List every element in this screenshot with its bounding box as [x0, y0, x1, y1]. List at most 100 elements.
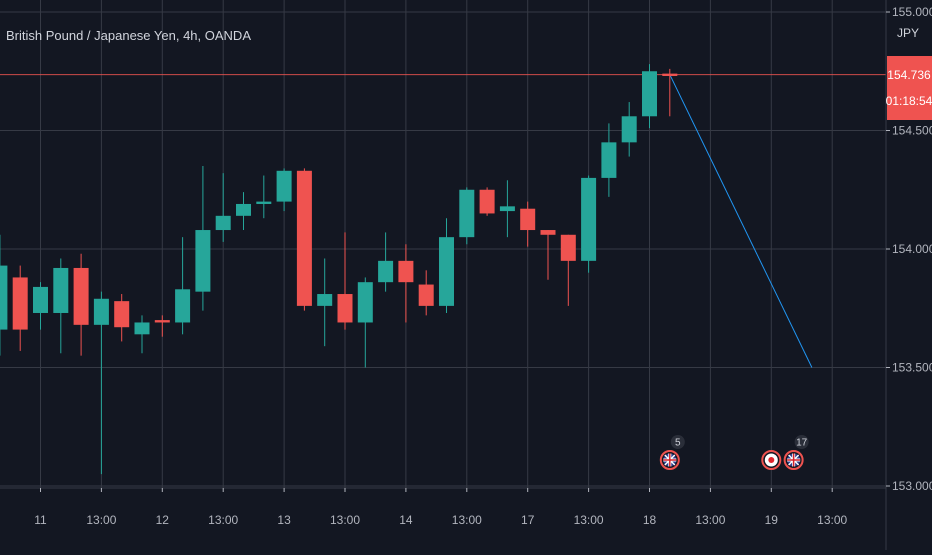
candle[interactable]: [317, 258, 333, 347]
candle-body: [276, 170, 292, 202]
candle[interactable]: [33, 282, 48, 330]
candle-body: [337, 294, 353, 323]
candle-body: [256, 201, 272, 204]
candle[interactable]: [459, 187, 475, 245]
candle[interactable]: [581, 175, 597, 273]
candle[interactable]: [114, 294, 130, 342]
y-tick-label: 155.000: [892, 5, 932, 19]
jpy-event-marker[interactable]: [761, 450, 782, 470]
candle[interactable]: [256, 175, 272, 219]
candle[interactable]: [215, 173, 231, 242]
candle[interactable]: [296, 168, 312, 311]
candle-body: [398, 260, 414, 283]
candle-body: [195, 230, 211, 292]
projection-line-layer: [0, 74, 886, 368]
candle[interactable]: [12, 265, 28, 351]
x-tick-label: 14: [399, 513, 413, 527]
candle[interactable]: [134, 315, 150, 354]
candle-body: [581, 177, 597, 261]
x-tick-label: 13:00: [574, 513, 604, 527]
candle-body: [378, 260, 394, 283]
candle-body: [317, 294, 333, 306]
event-count: 5: [675, 438, 681, 449]
candle[interactable]: [439, 218, 454, 313]
candle-body: [215, 215, 231, 231]
candle-body: [540, 230, 556, 235]
candle[interactable]: [479, 187, 495, 216]
candle[interactable]: [499, 180, 515, 238]
candle[interactable]: [195, 166, 211, 311]
candle[interactable]: [560, 234, 576, 306]
candle[interactable]: [642, 64, 657, 129]
candle-body: [560, 234, 576, 261]
currency-label: JPY: [897, 26, 919, 40]
x-tick-label: 13: [277, 513, 291, 527]
candle[interactable]: [662, 68, 678, 117]
candle-body: [418, 284, 434, 306]
candle[interactable]: [93, 291, 109, 475]
candle[interactable]: [337, 232, 353, 330]
x-tick-label: 13:00: [330, 513, 360, 527]
event-count-badge: [794, 435, 809, 449]
candle[interactable]: [0, 234, 8, 356]
x-tick-label: 17: [521, 513, 535, 527]
y-tick-label: 154.000: [892, 242, 932, 256]
candle[interactable]: [276, 168, 292, 212]
last-price-label: 154.736 01:18:54: [886, 56, 932, 120]
candle[interactable]: [236, 192, 251, 231]
x-tick-label: 13:00: [817, 513, 847, 527]
candle-body: [236, 203, 251, 216]
event-markers: 5 17: [659, 435, 809, 470]
x-tick-label: 13:00: [452, 513, 482, 527]
candle-body: [642, 71, 657, 117]
x-tick-label: 12: [156, 513, 170, 527]
gbp-event-marker[interactable]: 17: [783, 435, 809, 470]
candles: [0, 64, 678, 475]
candle[interactable]: [175, 237, 191, 335]
candle[interactable]: [601, 123, 617, 197]
candle-body: [114, 301, 130, 328]
gbp-event-marker[interactable]: 5: [659, 435, 685, 470]
candle[interactable]: [357, 277, 373, 368]
event-count: 17: [796, 438, 808, 449]
uk-flag-icon: [787, 453, 801, 467]
candle-body: [662, 73, 678, 76]
x-tick-label: 13:00: [695, 513, 725, 527]
candle-body: [296, 170, 312, 306]
candle[interactable]: [73, 253, 89, 356]
x-tick-label: 19: [765, 513, 779, 527]
x-tick-label: 13:00: [86, 513, 116, 527]
candle[interactable]: [621, 102, 637, 157]
candle[interactable]: [418, 270, 434, 316]
candle-body: [0, 265, 8, 330]
candle[interactable]: [398, 244, 414, 323]
y-tick-label: 153.000: [892, 479, 932, 493]
candle[interactable]: [378, 232, 394, 292]
candle-body: [154, 320, 170, 323]
candle-body: [12, 277, 28, 330]
candle-body: [499, 206, 515, 212]
currency-badge[interactable]: JPY: [895, 21, 920, 43]
candle[interactable]: [53, 258, 69, 354]
y-tick-label: 153.500: [892, 361, 932, 375]
candle-body: [520, 208, 536, 231]
event-count-badge: [670, 435, 685, 449]
x-tick-label: 11: [34, 513, 47, 527]
symbol-title[interactable]: British Pound / Japanese Yen, 4h, OANDA: [6, 28, 251, 43]
candle-body: [73, 267, 89, 325]
candle[interactable]: [154, 315, 170, 337]
projection-line[interactable]: [669, 74, 813, 368]
candle-body: [357, 282, 373, 323]
candle-body: [175, 289, 191, 323]
x-tick-label: 18: [643, 513, 657, 527]
bar-countdown: 01:18:54: [886, 94, 932, 108]
candle-body: [93, 298, 109, 325]
candle[interactable]: [520, 201, 536, 247]
candle[interactable]: [540, 230, 556, 280]
jp-flag-sun: [768, 457, 775, 463]
last-price-value: 154.736: [887, 68, 931, 82]
candle-body: [53, 267, 69, 313]
